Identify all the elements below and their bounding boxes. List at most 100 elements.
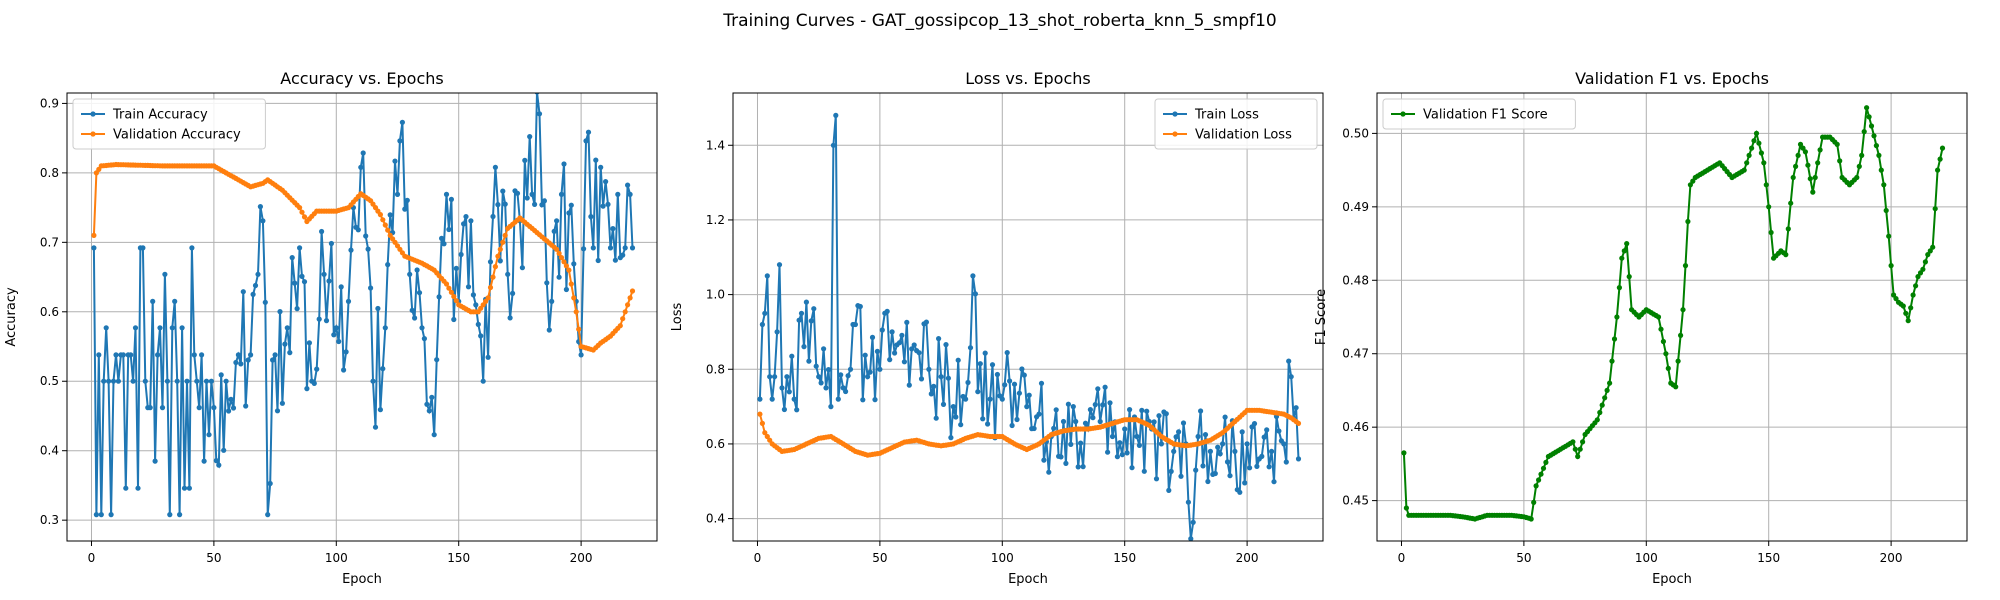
data-point: [1788, 200, 1794, 206]
data-point: [343, 349, 349, 355]
data-point: [1854, 174, 1860, 181]
data-point: [757, 411, 763, 417]
data-point: [257, 204, 263, 210]
data-point: [1009, 422, 1015, 429]
data-point: [605, 201, 611, 207]
y-axis-label: Accuracy: [4, 287, 19, 347]
data-point: [759, 420, 766, 426]
figure-title: Training Curves - GAT_gossipcop_13_shot_…: [722, 11, 1276, 31]
data-point: [1655, 314, 1662, 320]
plot-frame: [66, 92, 658, 542]
data-point: [439, 235, 445, 241]
data-point: [1031, 425, 1037, 432]
data-point: [558, 255, 565, 261]
data-point: [211, 405, 217, 411]
y-tick-label: 0.4: [40, 444, 59, 458]
data-point: [1905, 318, 1911, 324]
x-tick-label: 50: [206, 551, 221, 565]
data-point: [297, 205, 303, 211]
data-point: [1283, 459, 1289, 465]
data-point: [1026, 392, 1032, 398]
x-tick-label: 150: [447, 551, 470, 565]
data-point: [421, 336, 427, 342]
data-point: [556, 274, 562, 280]
chart-title: Accuracy vs. Epochs: [280, 69, 443, 88]
data-point: [1604, 387, 1610, 393]
data-point: [943, 342, 949, 348]
data-point: [1927, 248, 1933, 254]
data-point: [1937, 156, 1943, 162]
chart-panel-1: 0 50 100 150 200 0.3 0.4 0.5 0.6 0.7 0.8 0.9 Accurac…: [4, 69, 658, 587]
data-point: [791, 396, 797, 402]
data-point: [108, 511, 114, 518]
data-point: [583, 138, 589, 144]
data-point: [603, 179, 609, 185]
data-point: [965, 379, 971, 386]
data-point: [1543, 459, 1549, 465]
data-point: [490, 213, 496, 220]
legend-frame: [1154, 98, 1318, 150]
data-point: [867, 369, 873, 375]
data-point: [500, 188, 506, 194]
data-point: [1202, 432, 1209, 438]
series-2-1: [757, 112, 1302, 541]
data-point: [451, 293, 457, 300]
data-point: [199, 352, 205, 358]
data-point: [226, 408, 232, 414]
data-point: [323, 318, 330, 324]
data-point: [301, 279, 308, 285]
data-point: [1763, 182, 1769, 188]
data-point: [1910, 292, 1916, 298]
data-point: [1190, 519, 1196, 525]
data-point: [262, 299, 268, 305]
data-point: [1014, 416, 1020, 423]
data-point: [772, 374, 778, 380]
data-point: [1185, 499, 1191, 505]
data-point: [794, 407, 800, 413]
legend-label: Train Loss: [1194, 108, 1259, 123]
data-point: [1624, 241, 1630, 247]
data-point: [1095, 386, 1101, 392]
data-point: [1793, 163, 1799, 169]
data-point: [301, 214, 308, 220]
data-point: [892, 350, 898, 356]
data-point: [480, 378, 486, 384]
data-point: [159, 405, 166, 411]
data-point: [416, 290, 423, 296]
data-point: [1002, 382, 1008, 388]
x-tick-label: 150: [1113, 551, 1136, 565]
data-point: [228, 396, 234, 402]
data-point: [1293, 405, 1299, 411]
data-point: [1269, 448, 1275, 454]
data-point: [1935, 167, 1941, 173]
data-point: [277, 309, 283, 315]
data-point: [355, 227, 361, 233]
data-point: [536, 111, 543, 117]
data-point: [458, 251, 464, 258]
data-point: [852, 321, 859, 328]
data-point: [1861, 129, 1867, 135]
data-point: [407, 271, 413, 277]
x-axis-label: Epoch: [1008, 572, 1048, 587]
data-point: [948, 435, 954, 441]
data-point: [1856, 163, 1862, 169]
plot-frame: [1376, 92, 1968, 542]
data-point: [1868, 123, 1875, 129]
data-point: [857, 303, 863, 310]
data-point: [1092, 402, 1098, 408]
data-point: [1264, 427, 1270, 433]
data-point: [764, 273, 770, 279]
data-point: [392, 158, 398, 164]
data-point: [333, 325, 339, 331]
data-point: [363, 233, 369, 239]
data-point: [1224, 459, 1231, 465]
data-point: [436, 294, 442, 300]
x-tick-label: 100: [991, 551, 1014, 565]
data-point: [610, 226, 616, 232]
data-point: [216, 462, 222, 468]
data-point: [926, 366, 932, 372]
data-point: [563, 286, 570, 293]
data-point: [798, 310, 805, 316]
data-point: [377, 407, 383, 413]
data-point: [495, 253, 501, 259]
